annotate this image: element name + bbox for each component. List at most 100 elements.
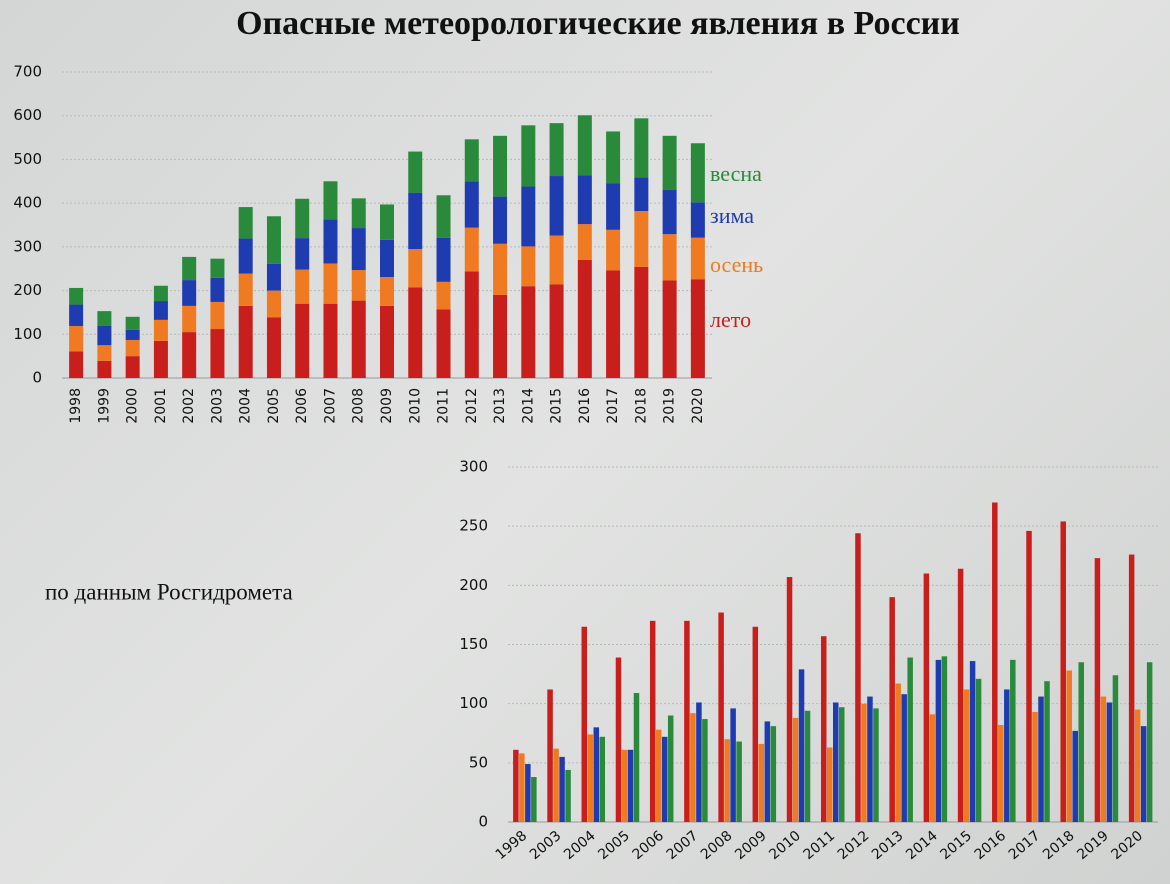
bar-segment bbox=[238, 273, 253, 306]
bar bbox=[770, 726, 777, 822]
bar-segment bbox=[493, 196, 508, 244]
x-tick-label: 2012 bbox=[835, 828, 873, 863]
bar-segment bbox=[351, 270, 366, 301]
bar bbox=[649, 620, 656, 822]
bar-segment bbox=[69, 325, 84, 352]
bar bbox=[1112, 675, 1119, 822]
bar-segment bbox=[182, 332, 197, 378]
bar-segment bbox=[266, 216, 281, 264]
x-tick-label: 2000 bbox=[125, 388, 141, 424]
bar bbox=[587, 734, 594, 822]
x-tick-label: 2012 bbox=[464, 388, 480, 424]
x-tick-label: 2010 bbox=[407, 388, 423, 424]
bar-segment bbox=[662, 190, 677, 235]
bar-segment bbox=[690, 202, 705, 238]
bar-segment bbox=[210, 277, 225, 302]
bar-segment bbox=[521, 246, 536, 287]
bar-segment bbox=[436, 309, 451, 378]
x-tick-label: 2005 bbox=[595, 828, 633, 863]
bar bbox=[963, 689, 970, 822]
x-tick-label: 2003 bbox=[209, 388, 225, 424]
bar bbox=[621, 749, 628, 822]
bar-segment bbox=[380, 239, 394, 278]
x-tick-label: 2006 bbox=[630, 828, 668, 863]
bar-segment bbox=[380, 277, 394, 306]
bar bbox=[565, 769, 571, 822]
x-tick-label: 2009 bbox=[732, 828, 770, 863]
y-tick-label: 600 bbox=[13, 106, 42, 124]
bar bbox=[752, 626, 759, 822]
bar-segment bbox=[351, 300, 366, 378]
x-tick-label: 2005 bbox=[266, 388, 282, 424]
bar-segment bbox=[182, 280, 197, 306]
bar-segment bbox=[153, 301, 168, 320]
bar bbox=[827, 747, 833, 822]
bar bbox=[1044, 681, 1050, 822]
x-tick-label: 2015 bbox=[937, 828, 975, 863]
x-tick-label: 2007 bbox=[322, 388, 338, 424]
bar bbox=[559, 756, 565, 822]
x-tick-label: 2008 bbox=[351, 388, 367, 424]
bar-segment bbox=[634, 211, 649, 267]
bar-segment bbox=[323, 219, 338, 264]
legend-label: зима bbox=[710, 203, 754, 228]
bar bbox=[553, 748, 559, 822]
bar-segment bbox=[266, 317, 281, 378]
legend-label: весна bbox=[710, 161, 762, 186]
y-tick-label: 0 bbox=[478, 813, 488, 831]
bar-segment bbox=[69, 287, 84, 305]
bar-segment bbox=[125, 329, 140, 340]
bar bbox=[839, 707, 845, 822]
bar bbox=[718, 612, 724, 822]
bar bbox=[1106, 702, 1113, 822]
bar-segment bbox=[549, 235, 564, 285]
bar-segment bbox=[521, 286, 536, 378]
bar bbox=[655, 729, 662, 822]
bar bbox=[1094, 558, 1101, 822]
bar-segment bbox=[493, 135, 508, 197]
bar bbox=[1134, 709, 1141, 822]
y-tick-label: 100 bbox=[459, 694, 488, 712]
bar bbox=[941, 656, 948, 822]
bar-segment bbox=[690, 143, 705, 203]
x-tick-label: 2008 bbox=[698, 828, 736, 863]
bar-segment bbox=[295, 198, 310, 239]
bar-segment bbox=[97, 360, 112, 378]
bar-segment bbox=[323, 303, 338, 378]
bar bbox=[513, 749, 519, 822]
y-tick-label: 300 bbox=[13, 237, 42, 255]
bar-segment bbox=[97, 345, 112, 361]
bar bbox=[684, 620, 690, 822]
bar-segment bbox=[634, 266, 649, 378]
bar-segment bbox=[408, 151, 423, 193]
bar-segment bbox=[125, 356, 140, 378]
bar bbox=[758, 743, 765, 822]
bar bbox=[1038, 696, 1044, 822]
bar-segment bbox=[69, 351, 84, 378]
bar bbox=[821, 636, 827, 822]
bar bbox=[1072, 730, 1078, 822]
x-tick-label: 1998 bbox=[493, 828, 531, 863]
x-tick-label: 2018 bbox=[1040, 828, 1078, 863]
bar-segment bbox=[210, 258, 225, 278]
bar bbox=[1060, 521, 1066, 822]
bar bbox=[923, 573, 930, 822]
bar bbox=[929, 714, 936, 822]
bar bbox=[702, 719, 708, 822]
bar-segment bbox=[662, 234, 677, 281]
bar-segment bbox=[606, 183, 621, 230]
bar-segment bbox=[238, 207, 253, 239]
bar bbox=[907, 657, 913, 822]
bar-segment bbox=[153, 285, 168, 302]
x-tick-label: 2003 bbox=[527, 828, 565, 863]
x-tick-label: 2006 bbox=[294, 388, 310, 424]
bar-segment bbox=[380, 305, 394, 378]
bar bbox=[633, 693, 640, 822]
bar-segment bbox=[323, 181, 338, 220]
bar-segment bbox=[210, 301, 225, 330]
x-tick-label: 2007 bbox=[664, 828, 702, 863]
bar bbox=[867, 696, 873, 822]
bar-segment bbox=[634, 118, 649, 178]
legend-label: лето bbox=[710, 307, 751, 332]
bar-segment bbox=[69, 304, 84, 326]
